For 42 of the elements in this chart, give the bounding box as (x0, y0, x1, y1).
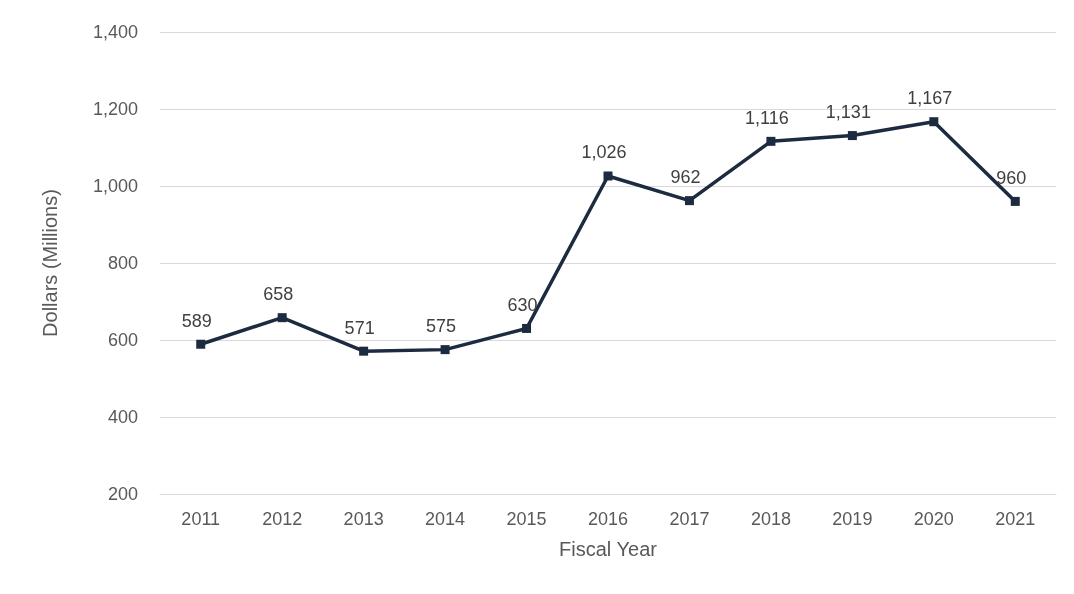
point (440, 345, 450, 355)
y-tick-label: 1,000 (92, 176, 138, 196)
x-tick-label: 2014 (425, 509, 466, 529)
x-tick-label: 2016 (587, 509, 629, 529)
data-label: 962 (670, 167, 701, 188)
x-tick-label: 2015 (506, 509, 547, 529)
point (522, 323, 532, 333)
point (359, 346, 369, 356)
data-label: 571 (344, 317, 375, 338)
y-tick-label: 600 (107, 330, 138, 350)
data-label: 1,026 (581, 142, 627, 163)
data-label: 589 (181, 310, 212, 331)
y-tick-label: 200 (107, 484, 138, 504)
data-label: 575 (426, 316, 457, 337)
y-axis-title: Dollars (Millions) (39, 189, 61, 337)
point (847, 131, 857, 141)
data-label: 1,167 (907, 88, 953, 109)
x-tick-label: 2019 (832, 509, 873, 529)
x-axis-title: Fiscal Year (559, 538, 658, 560)
x-tick-label: 2017 (669, 509, 710, 529)
point (1010, 196, 1020, 206)
data-label: 1,116 (745, 107, 789, 128)
data-label: 630 (507, 294, 538, 315)
data-label: 960 (996, 167, 1027, 188)
point (684, 196, 694, 206)
point (929, 117, 939, 127)
point (603, 171, 613, 181)
x-tick-label: 2013 (343, 509, 384, 529)
point (196, 339, 206, 349)
data-label: 1,131 (825, 102, 871, 123)
x-tick-label: 2021 (995, 509, 1036, 529)
y-tick-label: 800 (107, 253, 138, 273)
x-tick-label: 2018 (750, 509, 791, 529)
y-tick-label: 400 (107, 407, 138, 427)
point (766, 136, 776, 146)
x-tick-label: 2012 (262, 509, 303, 529)
data-label: 658 (263, 284, 294, 305)
x-tick-label: 2020 (913, 509, 954, 529)
y-tick-label: 1,400 (92, 22, 138, 42)
point (277, 313, 287, 323)
y-tick-label: 1,200 (92, 99, 138, 119)
x-tick-label: 2011 (181, 509, 221, 529)
